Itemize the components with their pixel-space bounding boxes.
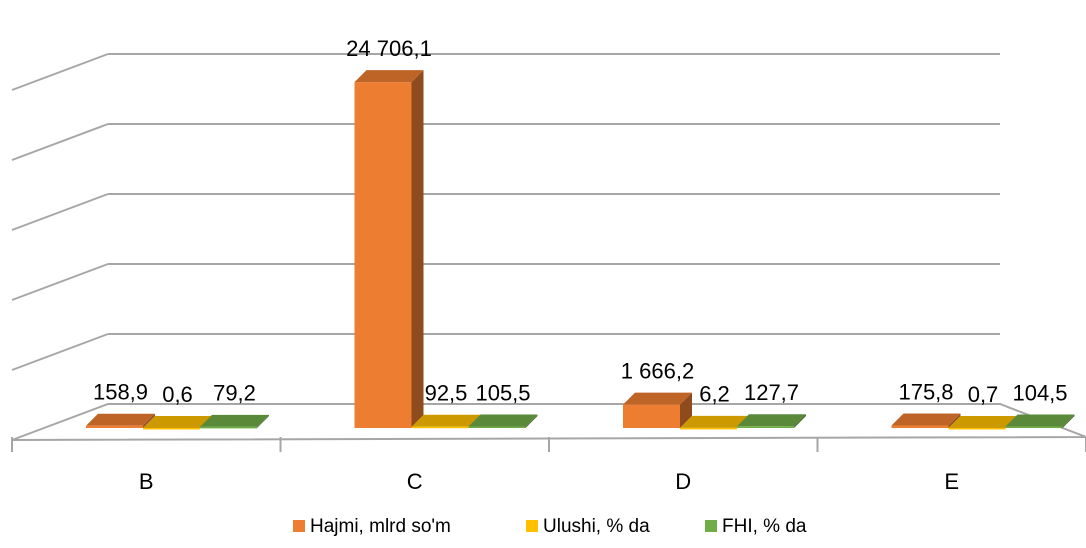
bar xyxy=(143,427,200,430)
bar xyxy=(354,82,412,429)
legend-label: Hajmi, mlrd so'm xyxy=(310,516,451,537)
value-label: 0,7 xyxy=(968,382,999,407)
bar-top xyxy=(1005,414,1075,427)
bar-top xyxy=(737,414,806,427)
legend-swatch xyxy=(293,520,305,532)
bar-top xyxy=(948,415,1018,428)
bar-side xyxy=(257,414,269,428)
bar-top xyxy=(468,414,538,427)
bar-top xyxy=(411,414,481,427)
bar xyxy=(86,425,143,428)
bar xyxy=(468,426,526,429)
bar xyxy=(948,427,1006,430)
bar-top xyxy=(680,415,749,428)
grid-line-side xyxy=(11,333,109,371)
x-tick-label: E xyxy=(944,469,959,494)
value-label: 79,2 xyxy=(213,381,256,406)
bar-top xyxy=(143,415,212,428)
bar xyxy=(1005,426,1063,429)
x-tick-label: C xyxy=(407,469,423,494)
value-label: 24 706,1 xyxy=(346,36,432,61)
bar xyxy=(623,404,680,428)
value-label: 92,5 xyxy=(425,381,468,406)
value-label: 1 666,2 xyxy=(621,358,694,383)
bar-side xyxy=(1062,414,1075,428)
x-tick-label: B xyxy=(139,469,154,494)
grid-line-side xyxy=(11,263,109,301)
legend-swatch xyxy=(705,520,717,532)
grid-line-side xyxy=(11,53,109,91)
bar-side xyxy=(525,414,538,428)
legend-label: FHI, % da xyxy=(722,516,807,537)
bar-top xyxy=(200,414,269,427)
value-label: 105,5 xyxy=(475,380,530,405)
value-label: 104,5 xyxy=(1012,380,1067,405)
value-label: 175,8 xyxy=(898,379,953,404)
bar-side xyxy=(411,70,424,429)
bar-side xyxy=(948,413,961,428)
bar-side xyxy=(143,413,155,428)
floor xyxy=(11,403,1086,441)
grid-line-side xyxy=(11,193,109,231)
bar-top xyxy=(86,413,155,426)
x-tick-label: D xyxy=(675,469,691,494)
value-label: 0,6 xyxy=(162,382,193,407)
bar xyxy=(737,426,794,428)
value-label: 158,9 xyxy=(93,380,148,405)
bar xyxy=(411,426,469,429)
value-label: 6,2 xyxy=(699,382,730,407)
bar-side xyxy=(794,414,806,428)
value-label: 127,7 xyxy=(744,380,799,405)
bar xyxy=(891,425,949,428)
bar xyxy=(680,427,737,430)
bar-top xyxy=(623,392,692,405)
bar-top xyxy=(891,413,961,426)
grid-line-side xyxy=(11,123,109,161)
bar-side xyxy=(680,392,692,428)
legend-label: Ulushi, % da xyxy=(543,516,650,537)
bar-top xyxy=(354,70,424,83)
bar xyxy=(200,426,257,429)
legend-swatch xyxy=(526,520,538,532)
